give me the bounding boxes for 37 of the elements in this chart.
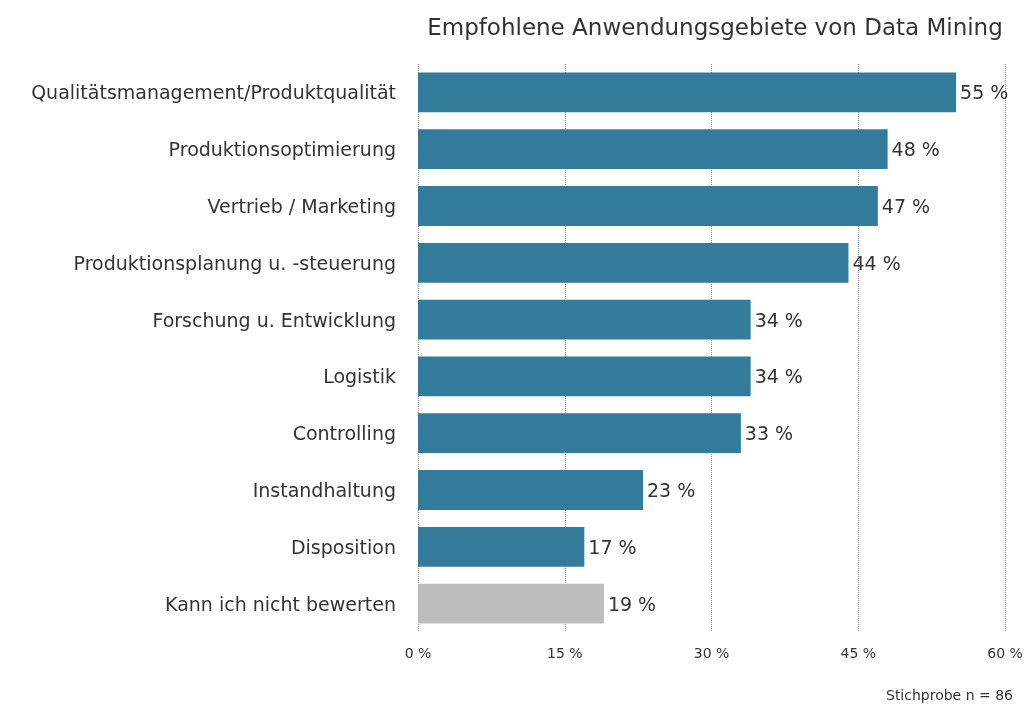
bar (418, 129, 888, 170)
data-label: 34 % (754, 308, 803, 331)
y-tick-label: Qualitätsmanagement/Produktqualität (31, 81, 396, 104)
data-label: 19 % (607, 592, 657, 615)
bar (418, 242, 849, 283)
bar (418, 413, 741, 454)
data-label: 48 % (891, 138, 940, 161)
y-tick-label: Kann ich nicht bewerten (165, 592, 396, 615)
bar (418, 299, 751, 340)
y-tick-label: Produktionsplanung u. -steuerung (73, 251, 396, 274)
y-tick-label: Disposition (290, 535, 396, 558)
x-tick-label: 30 % (693, 645, 730, 661)
x-tick-label: 15 % (546, 645, 583, 661)
x-tick-label: 0 % (404, 645, 432, 661)
y-tick-label: Vertrieb / Marketing (207, 195, 396, 217)
y-tick-label: Logistik (323, 365, 396, 388)
y-tick-label: Instandhaltung (252, 479, 396, 501)
data-label: 33 % (744, 422, 794, 445)
bar (418, 356, 751, 397)
data-label: 23 % (647, 479, 696, 501)
data-label: 34 % (754, 365, 803, 388)
data-label: 17 % (588, 535, 637, 558)
data-label: 47 % (881, 195, 931, 217)
y-tick-label: Controlling (292, 422, 396, 445)
bar (418, 583, 604, 624)
y-tick-label: Produktionsoptimierung (168, 138, 396, 161)
chart-title: Empfohlene Anwendungsgebiete von Data Mining (427, 13, 1003, 40)
bar (418, 186, 878, 226)
data-label: 44 % (852, 251, 901, 274)
bar (418, 470, 644, 510)
data-label: 55 % (960, 81, 1009, 104)
bar (418, 526, 585, 567)
x-tick-label: 60 % (987, 645, 1023, 661)
text: Stichprobe n = 86 (886, 687, 1014, 703)
y-tick-label: Forschung u. Entwicklung (152, 308, 396, 331)
bar (418, 72, 957, 113)
x-tick-label: 45 % (840, 645, 877, 661)
